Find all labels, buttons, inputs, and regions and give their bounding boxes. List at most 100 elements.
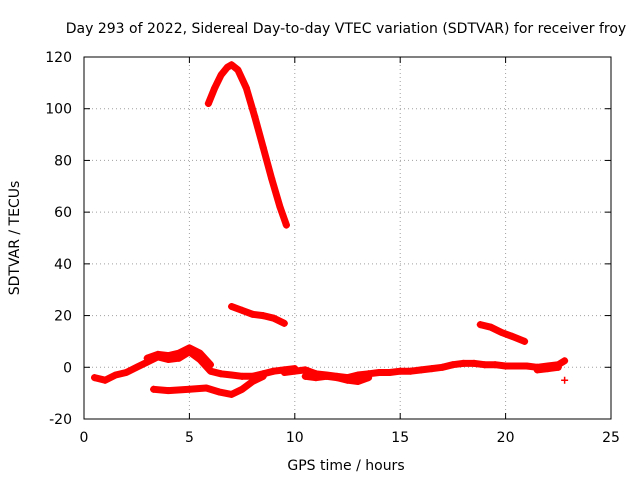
data-point-0-3 <box>223 63 231 71</box>
data-point-0-1 <box>211 84 219 92</box>
y-tick-label-2: 20 <box>54 309 72 325</box>
data-point-1-1 <box>238 306 246 314</box>
data-point-4-4 <box>133 363 141 371</box>
x-tick-label-5: 25 <box>602 430 620 446</box>
data-point-6-1 <box>291 367 299 375</box>
data-point-0-8 <box>259 144 267 151</box>
data-point-6-17 <box>459 359 467 367</box>
data-point-6-7 <box>354 371 362 379</box>
data-point-4-16 <box>259 370 267 378</box>
series-trace-0 <box>204 61 290 229</box>
data-point-6-12 <box>407 367 415 375</box>
data-point-5-5 <box>196 349 204 357</box>
data-point-4-11 <box>206 367 214 375</box>
data-point-6-16 <box>449 361 457 369</box>
data-point-0-5 <box>234 66 242 74</box>
data-point-7-6 <box>365 374 373 382</box>
data-point-6-22 <box>512 362 520 370</box>
data-point-1-3 <box>259 312 267 320</box>
data-point-4-3 <box>122 368 130 376</box>
y-tick-label-4: 60 <box>54 205 72 221</box>
y-tick-label-5: 80 <box>54 153 72 169</box>
data-point-0-6 <box>242 84 250 92</box>
data-point-6-23 <box>523 362 531 370</box>
data-point-9-0 <box>561 376 569 384</box>
data-point-5-0 <box>143 354 151 362</box>
y-axis-label: SDTVAR / TECUs <box>7 181 23 296</box>
data-point-2-4 <box>521 337 529 345</box>
data-point-8-1 <box>544 365 552 373</box>
x-tick-label-1: 5 <box>185 430 194 446</box>
data-point-2-1 <box>487 323 495 331</box>
data-point-6-18 <box>470 359 478 367</box>
chart-title: Day 293 of 2022, Sidereal Day-to-day VTE… <box>66 21 626 37</box>
data-point-0-0 <box>204 100 212 108</box>
data-point-8-0 <box>533 366 541 374</box>
data-layer <box>91 61 569 398</box>
data-point-2-3 <box>508 332 516 340</box>
y-tick-label-0: -20 <box>49 412 72 428</box>
data-point-5-4 <box>185 344 193 352</box>
data-point-4-17 <box>270 367 278 375</box>
data-point-4-1 <box>101 376 109 384</box>
data-point-3-5 <box>228 390 236 398</box>
data-point-2-0 <box>476 321 484 329</box>
data-point-0-7 <box>251 112 259 120</box>
data-point-4-15 <box>249 372 257 380</box>
data-point-1-0 <box>228 303 236 311</box>
data-point-3-1 <box>164 387 172 395</box>
data-point-3-4 <box>215 388 223 396</box>
series-arc-f-band <box>143 344 214 369</box>
y-tick-label-3: 40 <box>54 257 72 273</box>
x-tick-label-0: 0 <box>80 430 89 446</box>
data-point-8-2 <box>554 363 562 371</box>
data-point-3-3 <box>202 384 210 392</box>
data-point-4-2 <box>112 371 120 379</box>
x-tick-label-2: 10 <box>286 430 304 446</box>
data-point-6-2 <box>301 366 309 374</box>
y-tick-label-1: 0 <box>63 360 72 376</box>
data-point-4-13 <box>228 371 236 379</box>
data-point-0-10 <box>276 203 284 211</box>
data-point-4-14 <box>238 372 246 380</box>
data-point-6-20 <box>491 361 499 369</box>
data-point-6-9 <box>375 368 383 376</box>
data-point-6-15 <box>438 363 446 371</box>
tick-layer: 0 5 10 15 20 25 -20 0 20 40 60 80 100 120 <box>45 50 620 446</box>
y-tick-label-7: 120 <box>45 50 72 66</box>
data-point-0-9 <box>268 175 276 183</box>
data-point-6-21 <box>502 362 510 370</box>
data-point-6-11 <box>396 367 404 375</box>
data-point-4-0 <box>91 374 99 382</box>
series-point-isolated <box>561 376 569 384</box>
data-point-7-3 <box>333 374 341 382</box>
series-arc-i-end <box>533 363 562 374</box>
grid-layer <box>84 57 611 419</box>
data-point-6-10 <box>386 368 394 376</box>
data-point-0-2 <box>217 71 225 79</box>
x-axis-label: GPS time / hours <box>287 458 404 474</box>
data-point-7-5 <box>354 378 362 386</box>
data-point-2-2 <box>497 328 505 336</box>
data-point-3-0 <box>150 385 158 393</box>
data-point-6-13 <box>417 366 425 374</box>
data-point-5-3 <box>175 349 183 357</box>
data-point-7-1 <box>312 374 320 382</box>
data-point-7-4 <box>344 376 351 384</box>
data-point-6-27 <box>561 357 569 365</box>
data-point-0-11 <box>282 221 290 229</box>
data-point-5-1 <box>154 350 162 358</box>
data-point-7-0 <box>301 372 309 380</box>
series-arc-a-rise-fall <box>204 61 290 229</box>
data-point-1-4 <box>270 314 278 322</box>
data-point-3-6 <box>238 385 246 393</box>
data-point-4-12 <box>217 370 225 378</box>
x-tick-label-3: 15 <box>391 430 409 446</box>
x-tick-label-4: 20 <box>497 430 515 446</box>
data-point-0-4 <box>228 61 236 69</box>
data-point-1-2 <box>249 310 257 318</box>
data-point-6-14 <box>428 365 436 373</box>
series-arc-h-sub <box>301 372 373 386</box>
